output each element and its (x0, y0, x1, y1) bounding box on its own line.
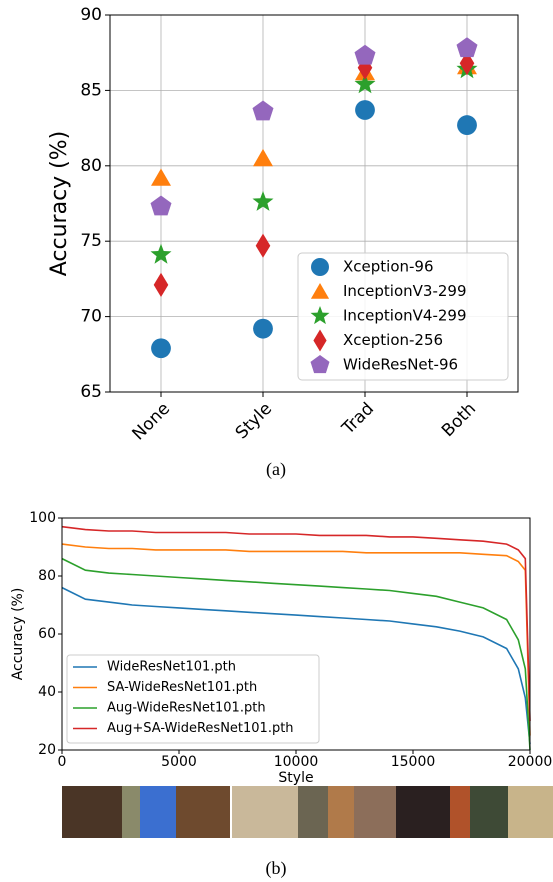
plot-frame (109, 14, 519, 393)
marker (151, 168, 171, 186)
legend-label: Xception-96 (343, 258, 434, 276)
legend-label: WideResNet101.pth (107, 660, 236, 675)
marker (355, 100, 375, 120)
y-axis-label: Accuracy (%) (10, 588, 26, 681)
marker (253, 148, 273, 167)
legend-label: InceptionV3-299 (343, 282, 467, 300)
y-tick-label: 100 (29, 510, 56, 526)
legend-label: Aug-WideResNet101.pth (107, 701, 266, 716)
painting-strip (62, 786, 553, 838)
x-axis-label: Style (278, 770, 313, 786)
y-tick-label: 60 (38, 626, 56, 642)
marker (354, 73, 376, 94)
x-tick-label: 0 (58, 754, 67, 770)
legend-marker (310, 283, 330, 299)
marker (252, 100, 274, 121)
y-tick-label: 65 (80, 382, 102, 402)
marker (354, 44, 376, 65)
x-tick-label: 10000 (274, 754, 319, 770)
marker (357, 55, 373, 80)
x-tick-label: Trad (338, 399, 378, 439)
marker (252, 191, 274, 211)
line-series (61, 543, 531, 736)
legend-marker (310, 306, 330, 325)
marker (457, 115, 477, 135)
legend-label: Xception-256 (343, 331, 443, 349)
x-tick-label: Both (438, 399, 480, 441)
x-tick-label: 5000 (161, 754, 197, 770)
marker (459, 51, 475, 76)
legend-label: WideResNet-96 (343, 356, 458, 374)
caption: (a) (266, 459, 286, 480)
line-series (61, 525, 531, 722)
legend-label: InceptionV4-299 (343, 307, 467, 325)
marker (150, 195, 172, 216)
marker (151, 338, 171, 359)
y-tick-label: 40 (38, 684, 56, 700)
y-tick-label: 80 (80, 156, 102, 176)
x-tick-label: 20000 (508, 754, 553, 770)
legend-label: Aug+SA-WideResNet101.pth (107, 721, 294, 736)
y-axis-label: Accuracy (%) (47, 131, 72, 277)
y-tick-label: 80 (38, 568, 56, 584)
legend-box (297, 252, 509, 381)
legend-marker (311, 258, 329, 276)
marker (255, 233, 271, 258)
x-tick-label: 15000 (391, 754, 436, 770)
y-tick-label: 75 (80, 231, 102, 251)
legend-marker (310, 355, 330, 374)
marker (456, 37, 478, 58)
y-tick-label: 90 (80, 5, 102, 25)
y-tick-label: 20 (38, 742, 56, 758)
y-tick-label: 70 (80, 307, 102, 327)
line-series (61, 557, 531, 751)
plot-frame (61, 517, 531, 751)
line-series (61, 586, 531, 745)
marker (150, 243, 172, 264)
marker (253, 318, 273, 339)
x-tick-label: None (129, 399, 175, 445)
y-tick-label: 85 (80, 80, 102, 100)
legend-box (66, 654, 320, 744)
caption: (b) (266, 858, 287, 879)
legend-marker (313, 329, 327, 352)
marker (153, 272, 169, 297)
legend-label: SA-WideResNet101.pth (107, 680, 257, 695)
x-tick-label: Style (232, 399, 276, 443)
